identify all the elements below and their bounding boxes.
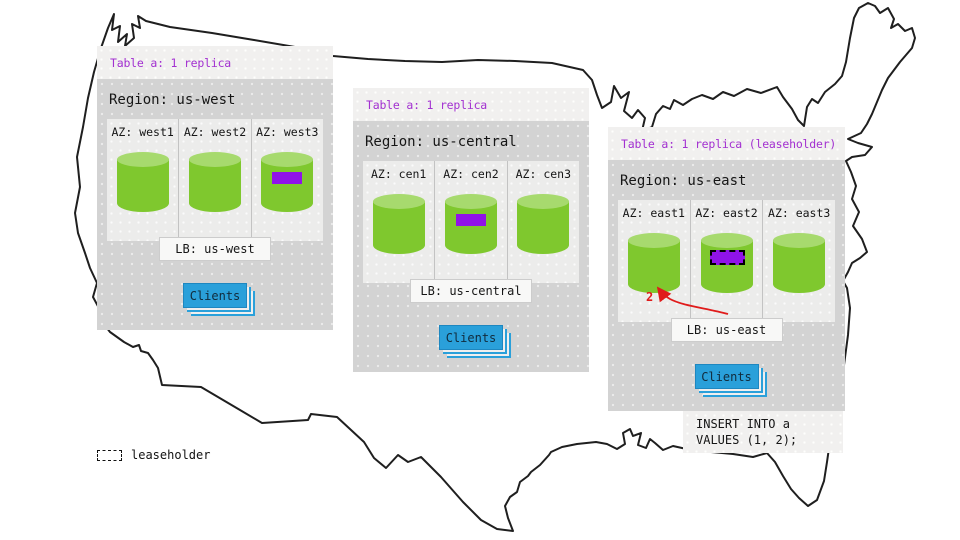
az-column-cen3: AZ: cen3: [508, 161, 579, 283]
region-panel-us-central: Table a: 1 replica Region: us-central AZ…: [353, 88, 589, 372]
cylinder-body: [444, 201, 497, 254]
cylinder-top: [700, 233, 753, 248]
cylinder-body: [517, 201, 570, 254]
az-label: AZ: cen3: [515, 167, 572, 181]
table-replica-label: Table a: 1 replica: [110, 55, 232, 70]
region-panel-body: Region: us-central AZ: cen1 AZ: cen2: [353, 121, 589, 372]
load-balancer-box: LB: us-east: [670, 318, 783, 342]
region-panel-body: Region: us-west AZ: west1 AZ: west2: [97, 79, 333, 330]
leaseholder-band: [709, 250, 745, 265]
database-cylinder-icon: [517, 194, 570, 254]
az-column-west3: AZ: west3: [252, 119, 323, 241]
cylinder-body: [627, 240, 680, 293]
replica-band: [455, 214, 486, 226]
cylinder-body: [700, 240, 753, 293]
table-replica-label: Table a: 1 replica (leaseholder): [621, 136, 837, 151]
database-cylinder-icon: [188, 152, 241, 212]
table-replica-header: Table a: 1 replica (leaseholder): [608, 127, 845, 160]
load-balancer-box: LB: us-west: [159, 237, 271, 261]
table-replica-label: Table a: 1 replica: [366, 97, 488, 112]
leaseholder-legend-label: leaseholder: [131, 448, 211, 462]
region-title: Region: us-central: [365, 134, 517, 150]
clients-label: Clients: [445, 330, 497, 345]
cylinder-top: [372, 194, 425, 209]
az-row: AZ: cen1 AZ: cen2 AZ: cen3: [363, 161, 579, 283]
clients-label: Clients: [189, 288, 241, 303]
database-cylinder-icon: [627, 233, 680, 293]
region-panel-body: Region: us-east AZ: east1 AZ: east2: [608, 160, 845, 411]
cylinder-body: [116, 159, 169, 212]
az-label: AZ: cen1: [370, 167, 427, 181]
database-cylinder-icon: [700, 233, 753, 293]
clients-label: Clients: [701, 369, 752, 384]
cylinder-top: [116, 152, 169, 167]
az-column-west2: AZ: west2: [179, 119, 252, 241]
database-cylinder-icon: [116, 152, 169, 212]
cylinder-body: [773, 240, 826, 293]
cylinder-top: [188, 152, 241, 167]
az-column-cen2: AZ: cen2: [435, 161, 508, 283]
sql-statement-box: INSERT INTO a VALUES (1, 2);: [683, 411, 843, 453]
az-column-cen1: AZ: cen1: [363, 161, 436, 283]
database-cylinder-icon: [372, 194, 425, 254]
az-column-east2: AZ: east2: [691, 200, 764, 322]
region-panel-us-east: Table a: 1 replica (leaseholder) Region:…: [608, 127, 845, 411]
step-2-label: 2: [646, 290, 654, 304]
az-label: AZ: east3: [768, 206, 831, 220]
database-cylinder-icon: [773, 233, 826, 293]
database-cylinder-icon: [444, 194, 497, 254]
region-panel-us-west: Table a: 1 replica Region: us-west AZ: w…: [97, 46, 333, 330]
database-cylinder-icon: [261, 152, 314, 212]
load-balancer-box: LB: us-central: [410, 279, 532, 303]
clients-stack: Clients: [694, 364, 759, 389]
region-title: Region: us-east: [620, 173, 747, 189]
cylinder-body: [261, 159, 314, 212]
load-balancer-label: LB: us-east: [686, 323, 767, 337]
az-label: AZ: east1: [622, 206, 685, 220]
load-balancer-label: LB: us-west: [175, 242, 255, 256]
clients-stack: Clients: [183, 283, 247, 308]
cylinder-body: [372, 201, 425, 254]
cylinder-top: [627, 233, 680, 248]
az-row: AZ: east1 AZ: east2 AZ: east3: [618, 200, 835, 322]
clients-stack: Clients: [439, 325, 503, 350]
cylinder-top: [444, 194, 497, 209]
az-row: AZ: west1 AZ: west2 AZ: west3: [107, 119, 323, 241]
sql-line-2: VALUES (1, 2);: [696, 433, 798, 447]
az-column-east3: AZ: east3: [763, 200, 835, 322]
cylinder-top: [773, 233, 826, 248]
table-replica-header: Table a: 1 replica: [353, 88, 589, 121]
leaseholder-legend-swatch: [97, 449, 122, 461]
sql-line-1: INSERT INTO a: [696, 417, 790, 431]
table-replica-header: Table a: 1 replica: [97, 46, 333, 79]
az-label: AZ: west1: [111, 125, 174, 139]
leaseholder-legend: leaseholder: [97, 448, 210, 462]
cylinder-body: [188, 159, 241, 212]
cylinder-top: [261, 152, 314, 167]
az-label: AZ: east2: [695, 206, 758, 220]
az-column-west1: AZ: west1: [107, 119, 180, 241]
cylinder-top: [517, 194, 570, 209]
az-column-east1: AZ: east1: [618, 200, 691, 322]
az-label: AZ: west3: [256, 125, 319, 139]
replica-band: [272, 172, 303, 184]
az-label: AZ: cen2: [443, 167, 499, 181]
region-title: Region: us-west: [109, 92, 236, 108]
az-label: AZ: west2: [183, 125, 247, 139]
load-balancer-label: LB: us-central: [420, 284, 522, 298]
